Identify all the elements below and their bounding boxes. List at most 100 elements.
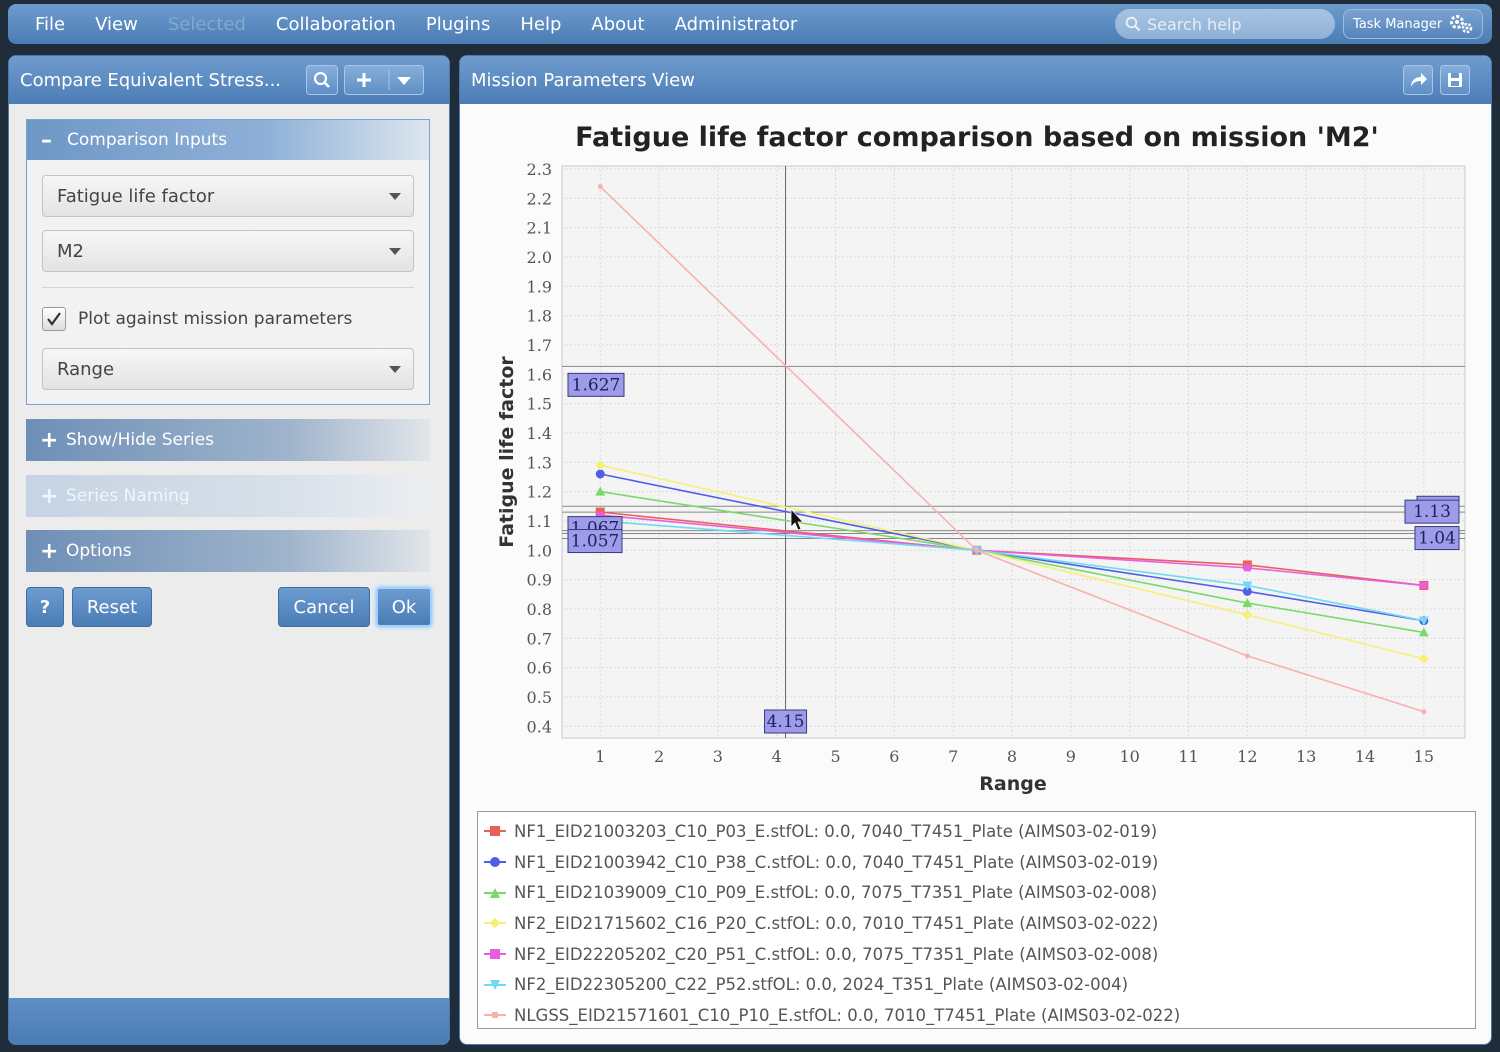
chevron-down-icon[interactable] <box>392 70 416 90</box>
series-line <box>599 185 1425 713</box>
parameter-select[interactable]: Range <box>42 348 414 390</box>
legend-label: NF2_EID22305200_C22_P52.stfOL: 0.0, 2024… <box>514 975 1129 995</box>
x-tick-label: 8 <box>1007 747 1017 766</box>
y-tick-label: 1.1 <box>527 512 552 531</box>
search-help-input[interactable] <box>1147 14 1332 34</box>
x-axis-label: Range <box>979 773 1046 795</box>
menu-file[interactable]: File <box>35 13 66 35</box>
search-help-box[interactable] <box>1115 9 1335 39</box>
data-point <box>1420 581 1428 589</box>
series-line <box>600 520 1424 622</box>
x-tick-label: 7 <box>948 747 958 766</box>
options-label: Options <box>66 541 132 561</box>
series-line <box>600 473 1424 622</box>
x-tick-label: 15 <box>1414 747 1434 766</box>
y-tick-label: 1.9 <box>527 277 552 296</box>
intersection-label-box <box>1414 526 1460 551</box>
compare-panel-footer <box>9 998 449 1044</box>
show-hide-series-section[interactable]: + Show/Hide Series <box>26 419 430 461</box>
legend-label: NLGSS_EID21571601_C10_P10_E.stfOL: 0.0, … <box>514 1005 1181 1025</box>
chevron-down-icon <box>389 366 401 373</box>
help-button[interactable]: ? <box>26 587 64 627</box>
x-tick-label: 14 <box>1355 747 1375 766</box>
legend-item: NF2_EID22205202_C20_P51_C.stfOL: 0.0, 70… <box>478 939 1475 970</box>
intersection-label: 1.13 <box>1413 502 1451 522</box>
cancel-button[interactable]: Cancel <box>278 587 370 627</box>
x-tick-label: 9 <box>1066 747 1076 766</box>
export-button[interactable] <box>1403 65 1433 95</box>
y-tick-label: 2.3 <box>527 160 552 179</box>
y-tick-label: 0.5 <box>527 688 552 707</box>
plot-against-checkbox[interactable] <box>42 307 66 331</box>
share-arrow-icon <box>1411 73 1427 87</box>
mouse-cursor-icon <box>790 507 804 531</box>
series-naming-label: Series Naming <box>66 486 190 506</box>
legend-swatch <box>484 1008 506 1022</box>
data-point <box>1418 653 1429 664</box>
metric-select[interactable]: Fatigue life factor <box>42 175 414 217</box>
intersection-label-box <box>1404 499 1460 524</box>
menu-collaboration[interactable]: Collaboration <box>275 13 396 35</box>
reset-button[interactable]: Reset <box>72 587 152 627</box>
chevron-down-icon <box>389 248 401 255</box>
y-axis-label: Fatigue life factor <box>496 356 518 548</box>
legend-item: NF2_EID22305200_C22_P52.stfOL: 0.0, 2024… <box>478 969 1475 1000</box>
menu-about[interactable]: About <box>591 13 645 35</box>
search-button[interactable] <box>306 65 338 95</box>
data-point <box>1242 581 1253 591</box>
legend-label: NF1_EID21003203_C10_P03_E.stfOL: 0.0, 70… <box>514 821 1158 841</box>
compare-panel-header: Compare Equivalent Stress... <box>9 56 449 104</box>
x-tick-label: 6 <box>889 747 899 766</box>
data-point <box>597 184 603 190</box>
data-point <box>1242 609 1253 620</box>
comparison-inputs-header[interactable]: – Comparison Inputs <box>27 120 429 160</box>
x-tick-label: 13 <box>1296 747 1316 766</box>
collapse-icon[interactable]: – <box>41 127 52 153</box>
data-point <box>595 469 605 479</box>
intersection-label: 1.04 <box>1418 529 1456 549</box>
x-tick-label: 5 <box>830 747 840 766</box>
mission-parameters-view: Mission Parameters View 1 2 3 4 5 6 7 8 9 10 11 12 1… <box>459 55 1492 1045</box>
chart-title: Fatigue life factor comparison based on … <box>575 122 1379 153</box>
x-tick-label: 11 <box>1178 747 1198 766</box>
legend-swatch <box>484 824 506 838</box>
chart-legend: NF1_EID21003203_C10_P03_E.stfOL: 0.0, 70… <box>477 811 1476 1029</box>
y-tick-label: 1.2 <box>527 483 552 502</box>
mission-select[interactable]: M2 <box>42 230 414 272</box>
add-split-button[interactable] <box>344 65 424 95</box>
compare-panel-title: Compare Equivalent Stress... <box>20 69 282 91</box>
data-point <box>596 511 604 519</box>
search-icon <box>313 71 330 88</box>
fatigue-chart[interactable]: 1 2 3 4 5 6 7 8 9 10 11 12 13 14 150.40.50.60.70.80.91… <box>460 104 1492 804</box>
ok-button[interactable]: Ok <box>376 587 432 627</box>
mission-parameters-header: Mission Parameters View <box>460 56 1491 104</box>
data-point <box>595 460 606 471</box>
plus-icon[interactable] <box>352 70 392 90</box>
menu-view[interactable]: View <box>95 13 138 35</box>
y-tick-label: 0.7 <box>527 629 552 648</box>
x-tick-label: 12 <box>1237 747 1257 766</box>
menu-help[interactable]: Help <box>520 13 562 35</box>
expand-icon[interactable]: + <box>40 538 59 564</box>
data-point <box>1242 598 1253 608</box>
save-button[interactable] <box>1440 65 1470 95</box>
y-tick-label: 0.9 <box>527 571 552 590</box>
y-tick-label: 1.7 <box>527 336 552 355</box>
x-tick-label: 4 <box>772 747 782 766</box>
legend-swatch <box>484 978 506 992</box>
legend-label: NF2_EID21715602_C16_P20_C.stfOL: 0.0, 70… <box>514 913 1159 933</box>
task-manager-button[interactable]: Task Manager <box>1343 9 1483 39</box>
options-section[interactable]: + Options <box>26 530 430 572</box>
menu-plugins[interactable]: Plugins <box>425 13 491 35</box>
expand-icon[interactable]: + <box>40 427 59 453</box>
legend-swatch <box>484 855 506 869</box>
data-point <box>1244 653 1250 659</box>
intersection-label-box <box>567 529 623 554</box>
legend-swatch <box>484 886 506 900</box>
divider <box>42 287 414 288</box>
menu-selected: Selected <box>167 13 246 35</box>
legend-label: NF1_EID21039009_C10_P09_E.stfOL: 0.0, 70… <box>514 883 1158 903</box>
menu-administrator[interactable]: Administrator <box>674 13 798 35</box>
comparison-inputs-title: Comparison Inputs <box>67 130 228 150</box>
metric-select-value: Fatigue life factor <box>57 185 215 207</box>
